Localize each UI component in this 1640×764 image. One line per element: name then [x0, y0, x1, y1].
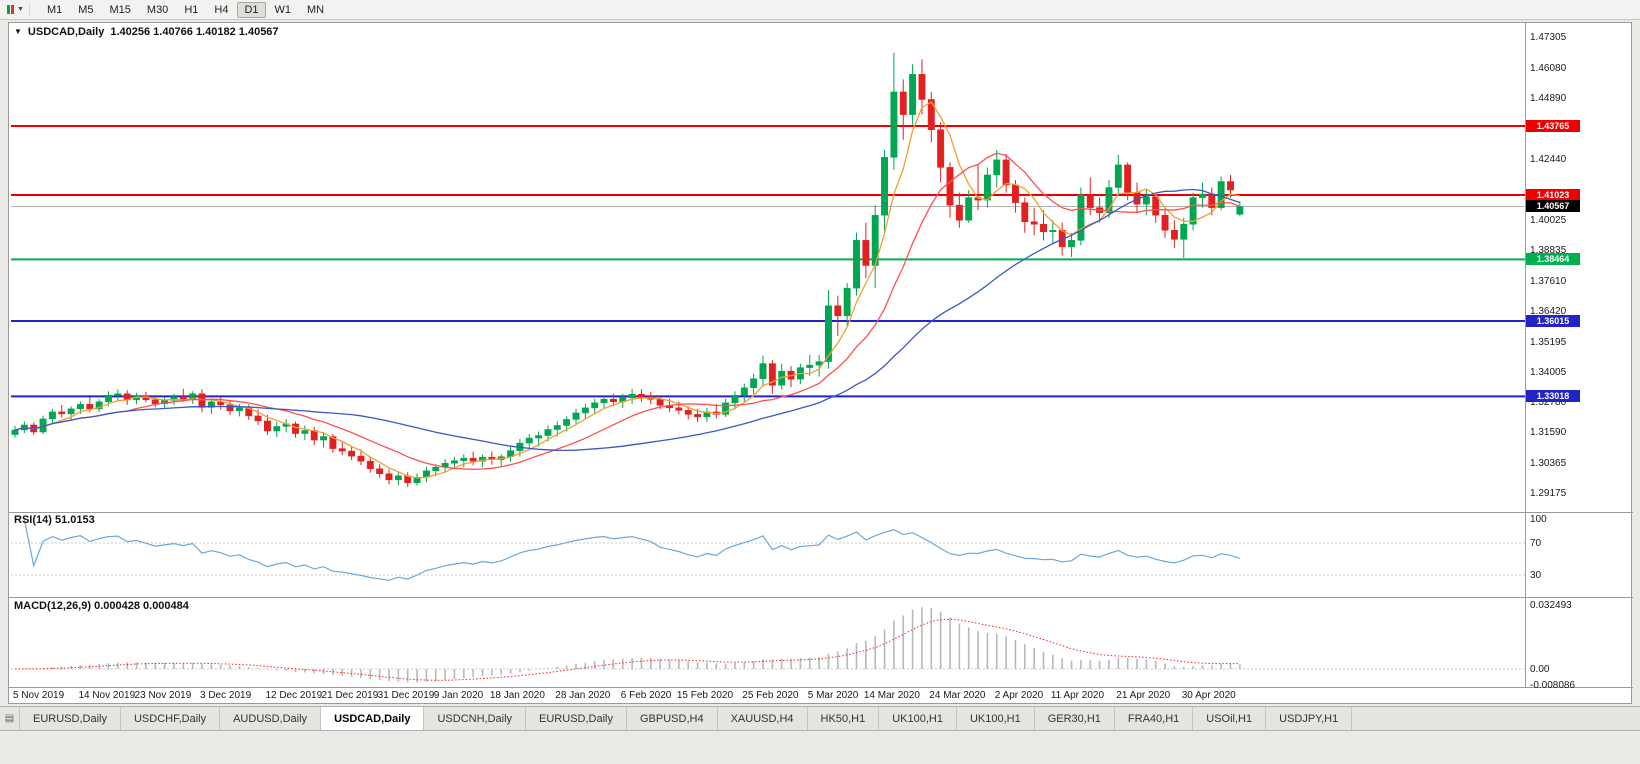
date-axis-label: 5 Nov 2019: [13, 690, 65, 701]
price-line-badge[interactable]: 1.36015: [1526, 314, 1580, 327]
date-axis-label: 15 Feb 2020: [676, 690, 734, 701]
date-axis-label: 21 Apr 2020: [1116, 690, 1171, 701]
date-axis-label: 28 Jan 2020: [555, 690, 611, 701]
date-axis-label: 6 Feb 2020: [620, 690, 672, 701]
macd-signal-line: [14, 618, 1240, 681]
ma-13-line: [14, 152, 1241, 470]
timeframe-button-m1[interactable]: M1: [46, 3, 63, 16]
rsi-label: RSI(14) 51.0153: [14, 514, 95, 526]
chart-canvas[interactable]: [9, 23, 1633, 705]
chart-title: ▼ USDCAD,Daily 1.40256 1.40766 1.40182 1.4…: [14, 26, 279, 38]
timeframe-button-w1[interactable]: W1: [274, 3, 292, 16]
price-axis-label: 1.36420: [1530, 305, 1567, 317]
chart-symbol-label: USDCAD,Daily: [27, 26, 105, 38]
date-axis-label: 11 Apr 2020: [1050, 690, 1105, 701]
price-axis-label: 1.38835: [1530, 245, 1567, 257]
price-axis-label: 1.31590: [1530, 427, 1567, 439]
macd-axis-label: -0.008086: [1530, 679, 1576, 691]
candles-layer: [11, 52, 1244, 487]
price-axis-label: 1.35195: [1530, 336, 1567, 348]
ma-34-line: [14, 188, 1241, 452]
chart-type-icon[interactable]: ▼: [4, 4, 30, 15]
price-line-badge[interactable]: 1.33018: [1526, 390, 1580, 403]
timeframe-button-m15[interactable]: M15: [109, 3, 131, 16]
chart-tab-uk100-h1[interactable]: UK100,H1: [879, 707, 957, 730]
timeframe-toolbar: ▼ M1 M5 M15 M30 H1 H4 D1 W1 MN: [0, 0, 1640, 20]
date-axis-label: 21 Dec 2019: [321, 690, 379, 701]
chart-tab-ger30-h1[interactable]: GER30,H1: [1034, 707, 1115, 730]
chart-tab-usdchf-daily[interactable]: USDCHF,Daily: [120, 707, 221, 730]
timeframe-button-m30[interactable]: M30: [146, 3, 169, 16]
chart-tab-uk100-h1[interactable]: UK100,H1: [956, 707, 1035, 730]
macd-histogram: [23, 607, 1241, 683]
date-axis-label: 14 Nov 2019: [78, 690, 136, 701]
price-axis-label: 1.44890: [1530, 92, 1567, 104]
timeframe-button-h4[interactable]: H4: [214, 3, 229, 16]
chart-tab-eurusd-daily[interactable]: EURUSD,Daily: [526, 707, 627, 730]
chart-tab-usdcad-daily[interactable]: USDCAD,Daily: [321, 707, 425, 730]
chart-tab-audusd-daily[interactable]: AUDUSD,Daily: [220, 707, 322, 730]
ma-5-line: [14, 101, 1240, 479]
collapse-icon[interactable]: ▼: [14, 27, 22, 36]
date-axis-label: 24 Mar 2020: [929, 690, 986, 701]
chart-tabs: EURUSD,Daily USDCHF,Daily AUDUSD,Daily USDC…: [20, 707, 1353, 730]
date-axis-label: 2 Apr 2020: [994, 690, 1044, 701]
rsi-axis-label: 100: [1530, 514, 1547, 525]
timeframe-button-m5[interactable]: M5: [78, 3, 94, 16]
price-line-badge[interactable]: 1.41023: [1526, 189, 1580, 201]
price-axis-label: 1.46080: [1530, 62, 1567, 74]
date-axis-label: 12 Dec 2019: [265, 690, 323, 701]
chart-ohlc-label: 1.40256 1.40766 1.40182 1.40567: [110, 26, 279, 38]
date-axis-label: 14 Mar 2020: [863, 690, 920, 701]
rsi-axis-label: 30: [1530, 570, 1542, 581]
price-axis-label: 1.34005: [1530, 366, 1567, 378]
chart-tab-usdjpy-h1[interactable]: USDJPY,H1: [1266, 707, 1353, 730]
chart-window[interactable]: ▼ USDCAD,Daily 1.40256 1.40766 1.40182 1.4…: [8, 22, 1633, 705]
price-axis-label: 1.32780: [1530, 397, 1567, 409]
date-axis-label: 18 Jan 2020: [489, 690, 545, 701]
date-axis-label: 23 Nov 2019: [134, 690, 192, 701]
macd-axis-label: 0.00: [1530, 664, 1550, 675]
timeframe-buttons: M1 M5 M15 M30 H1 H4 D1 W1 MN: [40, 1, 331, 18]
rsi-axis-label: 70: [1530, 538, 1542, 549]
price-axis-label: 1.37610: [1530, 275, 1567, 287]
timeframe-button-h1[interactable]: H1: [184, 3, 199, 16]
timeframe-button-d1[interactable]: D1: [237, 1, 266, 18]
chart-tab-gbpusd-h4[interactable]: GBPUSD,H4: [627, 707, 718, 730]
date-axis-label: 3 Dec 2019: [200, 690, 252, 701]
chart-tab-usdcnh-daily[interactable]: USDCNH,Daily: [424, 707, 527, 730]
chart-tab-usoil-h1[interactable]: USOil,H1: [1193, 707, 1267, 730]
chart-tab-eurusd-daily[interactable]: EURUSD,Daily: [20, 707, 121, 730]
bull-candle-glyph: [7, 5, 10, 14]
price-axis-label: 1.42440: [1530, 154, 1567, 166]
macd-axis-label: 0.032493: [1530, 600, 1572, 612]
price-axis-label: 1.47305: [1530, 32, 1567, 43]
bear-candle-glyph: [11, 5, 14, 14]
price-axis-label: 1.29175: [1530, 488, 1567, 499]
timeframe-button-mn[interactable]: MN: [307, 3, 325, 16]
date-axis-label: 30 Apr 2020: [1181, 690, 1236, 701]
chart-tabs-bar: ▤ EURUSD,Daily USDCHF,Daily AUDUSD,Daily US…: [0, 706, 1640, 731]
price-line-badge[interactable]: 1.43765: [1526, 120, 1580, 133]
date-axis-label: 31 Dec 2019: [377, 690, 435, 701]
date-axis-label: 9 Jan 2020: [433, 690, 484, 701]
chevron-down-icon: ▼: [17, 6, 24, 13]
date-axis-label: 5 Mar 2020: [807, 690, 859, 701]
tab-list-icon[interactable]: ▤: [0, 707, 20, 730]
rsi-line: [23, 518, 1240, 581]
chart-tab-xauusd-h4[interactable]: XAUUSD,H4: [717, 707, 808, 730]
price-line-badge[interactable]: 1.38464: [1526, 253, 1580, 266]
price-axis-label: 1.40025: [1530, 215, 1567, 227]
date-axis-label: 25 Feb 2020: [742, 690, 799, 701]
chart-tab-hk50-h1[interactable]: HK50,H1: [807, 707, 880, 730]
chart-tab-fra40-h1[interactable]: FRA40,H1: [1114, 707, 1194, 730]
price-axis-label: 1.30365: [1530, 458, 1567, 470]
macd-label: MACD(12,26,9) 0.000428 0.000484: [14, 600, 189, 612]
current-price-badge: 1.40567: [1526, 200, 1580, 213]
